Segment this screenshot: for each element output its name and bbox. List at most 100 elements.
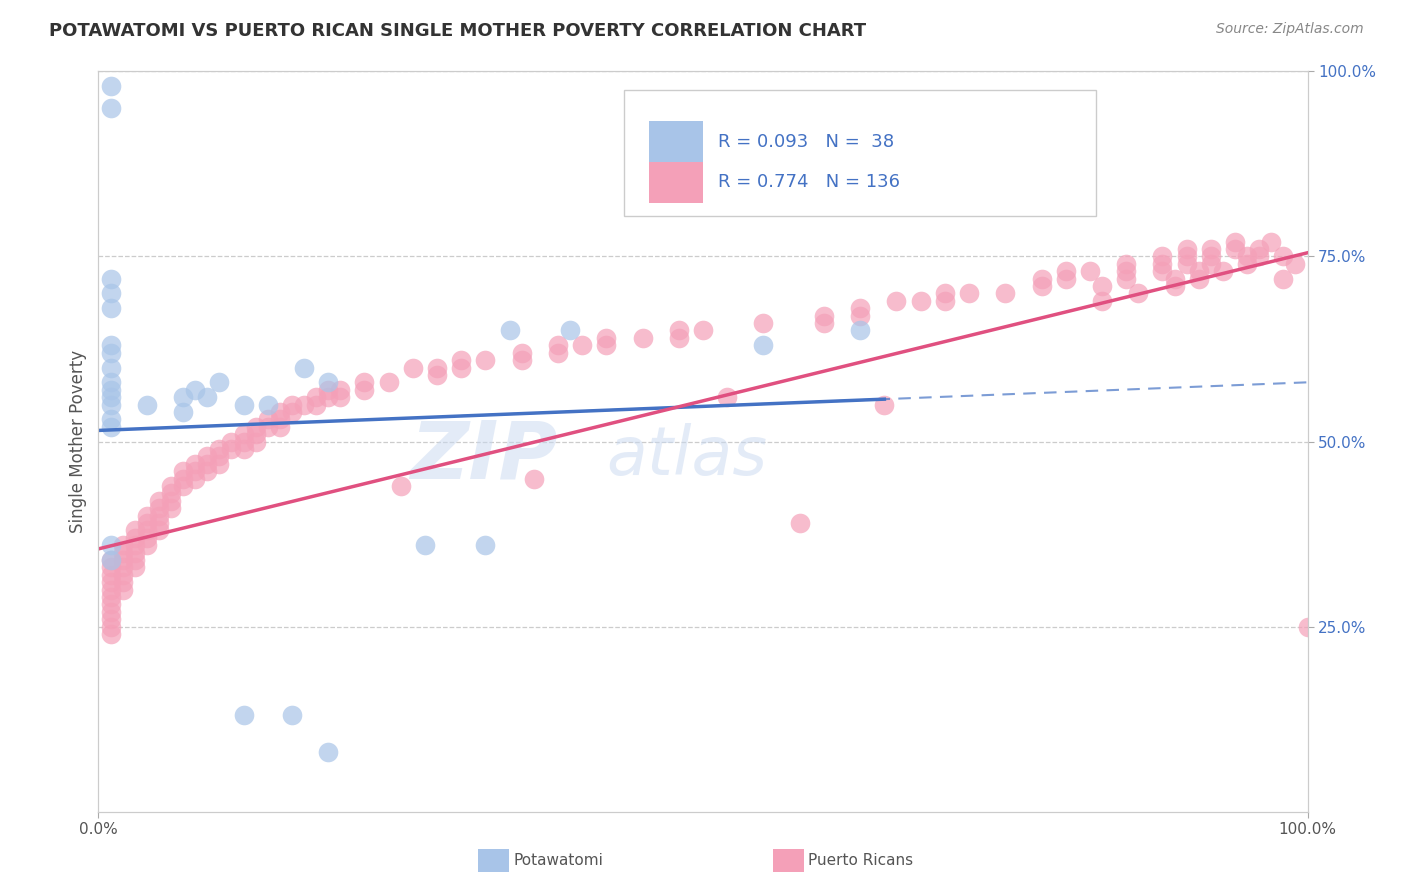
Point	[1272, 250, 1295, 264]
Point	[353, 383, 375, 397]
Point	[474, 353, 496, 368]
Point	[100, 612, 122, 626]
Point	[281, 398, 304, 412]
Point	[100, 412, 122, 426]
Point	[195, 390, 218, 404]
Point	[111, 553, 134, 567]
Point	[450, 360, 472, 375]
Point	[111, 575, 134, 590]
Point	[316, 376, 339, 390]
Point	[100, 338, 122, 352]
Point	[172, 479, 194, 493]
Point	[245, 427, 267, 442]
Point	[195, 457, 218, 471]
Point	[172, 405, 194, 419]
Point	[1115, 257, 1137, 271]
Point	[1152, 264, 1174, 278]
Point	[100, 605, 122, 619]
Point	[135, 524, 157, 538]
Point	[1236, 250, 1258, 264]
Point	[232, 708, 254, 723]
Point	[100, 619, 122, 633]
Point	[813, 309, 835, 323]
Point	[208, 450, 231, 464]
Point	[160, 501, 183, 516]
Point	[160, 486, 183, 500]
Point	[1296, 619, 1319, 633]
Point	[124, 531, 146, 545]
Point	[269, 405, 291, 419]
Point	[100, 575, 122, 590]
Text: Source: ZipAtlas.com: Source: ZipAtlas.com	[1216, 22, 1364, 37]
Point	[1091, 293, 1114, 308]
Point	[547, 345, 569, 359]
Point	[994, 286, 1017, 301]
Point	[789, 516, 811, 530]
Point	[1188, 271, 1211, 285]
Point	[1199, 242, 1222, 256]
Point	[100, 553, 122, 567]
Point	[716, 390, 738, 404]
Point	[100, 376, 122, 390]
Point	[1152, 250, 1174, 264]
Point	[316, 383, 339, 397]
Point	[100, 345, 122, 359]
Point	[135, 538, 157, 552]
Point	[1260, 235, 1282, 249]
Point	[269, 412, 291, 426]
Point	[232, 434, 254, 449]
Point	[160, 493, 183, 508]
Point	[100, 419, 122, 434]
Point	[1272, 271, 1295, 285]
Point	[752, 338, 775, 352]
Point	[100, 398, 122, 412]
Point	[172, 464, 194, 478]
Point	[111, 582, 134, 597]
Point	[100, 538, 122, 552]
Point	[523, 471, 546, 485]
Point	[256, 398, 278, 412]
Point	[329, 383, 352, 397]
Point	[100, 567, 122, 582]
Point	[245, 419, 267, 434]
Point	[631, 331, 654, 345]
Point	[1188, 264, 1211, 278]
Point	[100, 560, 122, 574]
Point	[426, 360, 449, 375]
Point	[232, 398, 254, 412]
Point	[668, 324, 690, 338]
Point	[100, 271, 122, 285]
Point	[1091, 279, 1114, 293]
Point	[1163, 279, 1185, 293]
Point	[329, 390, 352, 404]
Point	[100, 590, 122, 604]
Point	[135, 531, 157, 545]
Point	[100, 301, 122, 316]
Point	[232, 427, 254, 442]
Point	[172, 471, 194, 485]
Point	[1115, 264, 1137, 278]
Text: Puerto Ricans: Puerto Ricans	[808, 854, 914, 868]
Point	[1115, 271, 1137, 285]
Point	[184, 464, 207, 478]
Point	[1128, 286, 1150, 301]
Text: atlas: atlas	[606, 424, 768, 490]
Point	[184, 471, 207, 485]
Point	[668, 331, 690, 345]
Y-axis label: Single Mother Poverty: Single Mother Poverty	[69, 350, 87, 533]
Point	[184, 457, 207, 471]
Point	[547, 338, 569, 352]
Point	[886, 293, 908, 308]
Point	[1031, 271, 1053, 285]
Point	[595, 331, 617, 345]
Point	[124, 546, 146, 560]
Point	[849, 324, 872, 338]
Text: R = 0.774   N = 136: R = 0.774 N = 136	[717, 173, 900, 192]
Point	[873, 398, 896, 412]
Point	[160, 479, 183, 493]
Point	[1249, 242, 1271, 256]
Point	[111, 567, 134, 582]
Point	[256, 419, 278, 434]
Point	[135, 516, 157, 530]
Point	[353, 376, 375, 390]
